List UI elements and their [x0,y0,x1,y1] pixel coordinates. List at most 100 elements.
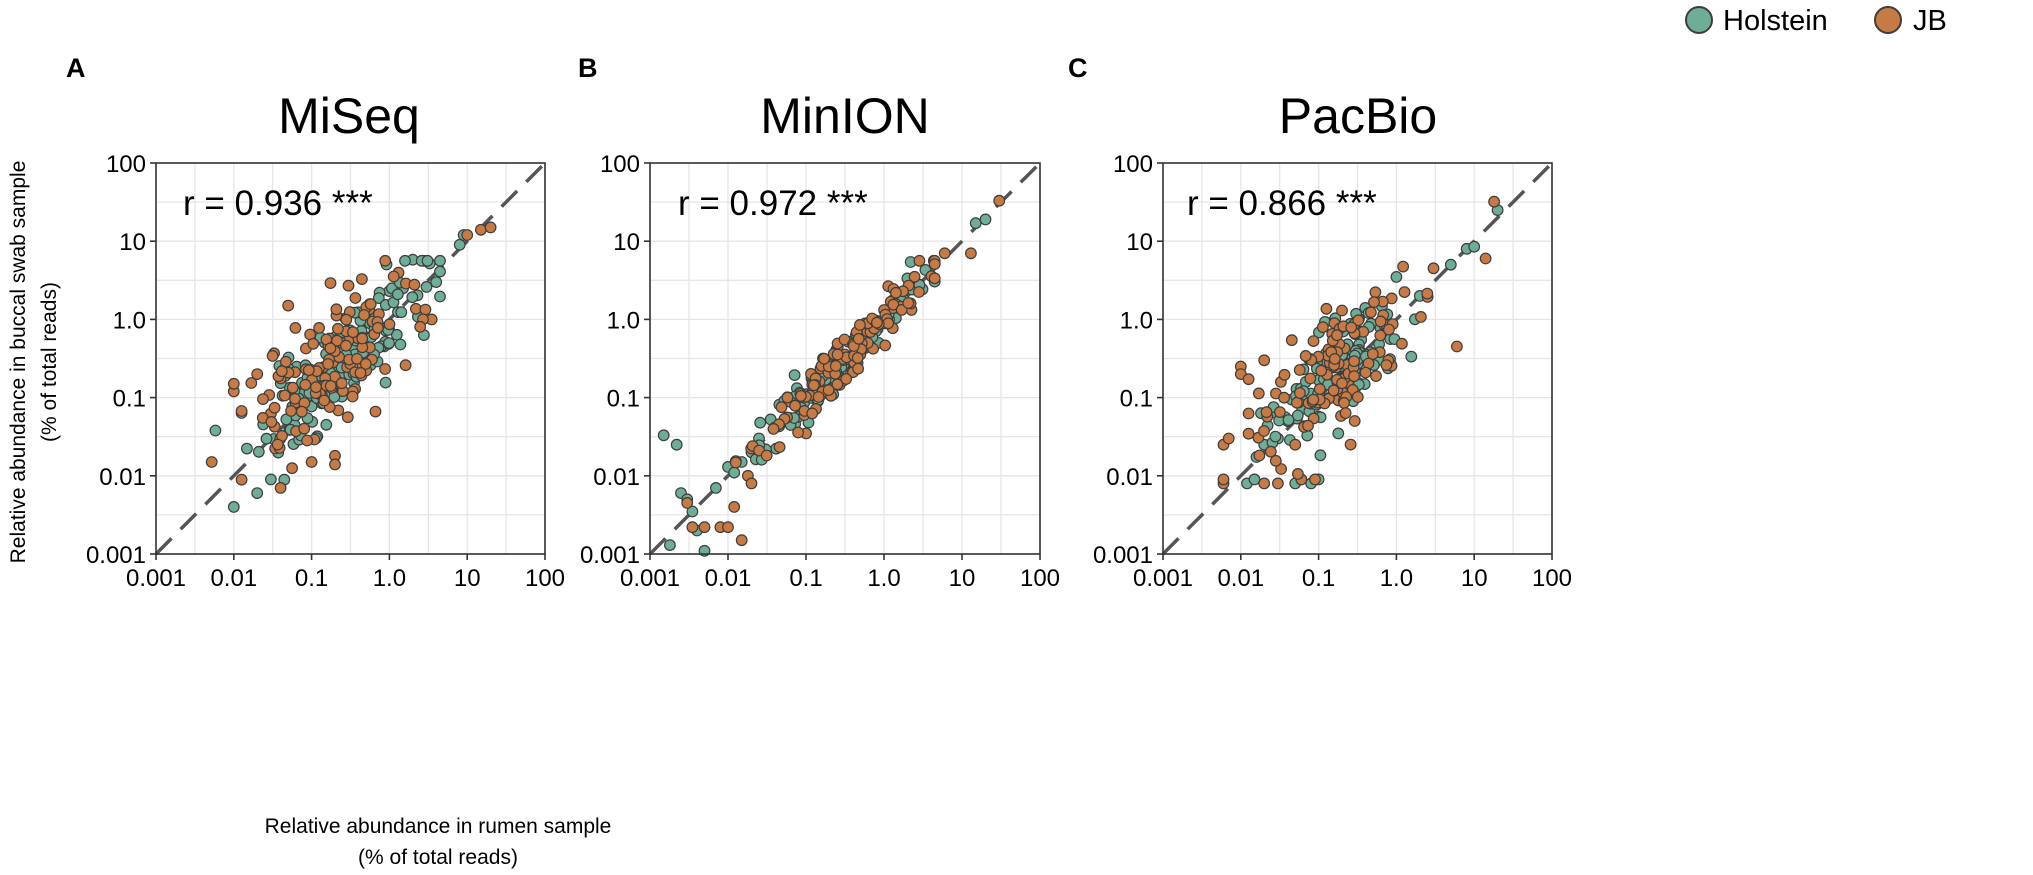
point-jb [840,373,853,385]
point-jb [364,298,377,311]
point-holstein [1332,427,1345,440]
y-tick-label: 0.1 [607,386,640,413]
point-jb [775,401,788,414]
point-jb [235,473,248,486]
point-jb [1315,364,1328,377]
point-jb [347,326,359,339]
x-tick-label: 0.001 [126,565,186,592]
point-jb [408,278,421,291]
point-holstein [265,473,277,486]
point-holstein [728,466,741,479]
point-jb [1258,354,1271,367]
x-tick-label: 0.1 [1302,565,1335,592]
point-holstein [383,337,395,350]
point-holstein [1405,350,1418,363]
x-tick-label: 10 [1461,565,1488,592]
x-tick-label: 0.001 [620,565,680,592]
point-jb [310,381,322,394]
panel-letter: B [578,53,598,83]
point-jb [1273,406,1286,419]
y-tick-label: 100 [1113,151,1153,178]
point-jb [1313,383,1326,396]
point-jb [299,378,312,391]
point-jb [938,247,951,260]
point-jb [1369,286,1382,299]
point-jb [1278,368,1291,381]
point-holstein [670,438,683,451]
point-jb [351,352,363,365]
series-jb [681,194,1006,547]
point-jb [1327,384,1340,397]
point-jb [781,391,794,404]
point-jb [822,384,835,397]
x-tick-label: 0.01 [705,565,752,592]
point-holstein [320,418,333,431]
point-jb [681,497,694,509]
point-jb [307,337,320,350]
point-jb [1269,454,1282,467]
panel-letter: A [66,53,86,83]
point-jb [1450,340,1463,353]
point-jb [257,393,269,406]
legend: Holstein JB [1685,5,1947,37]
correlation-annotation: r = 0.972 *** [678,184,868,223]
point-jb [890,286,902,299]
point-jb [1348,415,1361,427]
series-jb [1217,195,1500,490]
point-jb [414,320,427,333]
point-jb [767,423,780,435]
point-jb [1348,355,1360,368]
point-jb [301,434,314,447]
point-jb [1348,370,1360,383]
point-jb [295,405,308,418]
point-holstein [391,288,404,301]
point-jb [227,377,240,390]
point-jb [282,299,295,312]
x-tick-label: 0.1 [295,565,328,592]
point-holstein [227,501,240,513]
y-tick-label: 0.01 [1106,464,1153,491]
point-holstein [260,432,273,445]
point-jb [372,321,384,334]
point-jb [298,422,311,435]
point-jb [1339,407,1352,420]
point-jb [812,391,825,403]
point-jb [346,390,359,403]
x-axis-label-line2: (% of total reads) [358,846,518,869]
x-tick-label: 10 [454,565,481,592]
y-tick-label: 0.1 [113,386,146,413]
y-tick-label: 10 [613,229,640,256]
point-jb [1344,438,1357,451]
axes-frame [155,162,546,555]
point-jb [1260,406,1273,419]
point-jb [356,332,369,345]
correlation-annotation: r = 0.866 *** [1187,184,1377,223]
point-jb [1264,445,1277,458]
point-jb [335,377,348,390]
x-tick-label: 1.0 [867,565,900,592]
point-jb [302,364,315,377]
point-holstein [686,505,699,518]
panel-title: PacBio [1279,88,1437,144]
point-holstein [657,429,670,442]
panel-title: MinION [760,88,929,144]
point-jb [1285,334,1298,347]
point-jb [271,438,284,451]
y-tick-label: 0.01 [99,464,146,491]
point-holstein [394,338,407,351]
y-axis-label-line1: Relative abundance in buccal swab sample [7,161,30,564]
legend-label-jb: JB [1913,5,1947,37]
point-holstein [420,281,433,293]
y-tick-label: 1.0 [607,307,640,334]
point-jb [1291,468,1304,480]
point-jb [274,482,287,494]
point-jb [887,298,900,311]
point-jb [484,221,497,234]
point-holstein [969,217,982,230]
y-tick-label: 100 [600,151,640,178]
y-tick-label: 100 [106,151,146,178]
axes-frame [1162,162,1553,555]
point-jb [928,258,941,271]
point-jb [908,270,921,283]
